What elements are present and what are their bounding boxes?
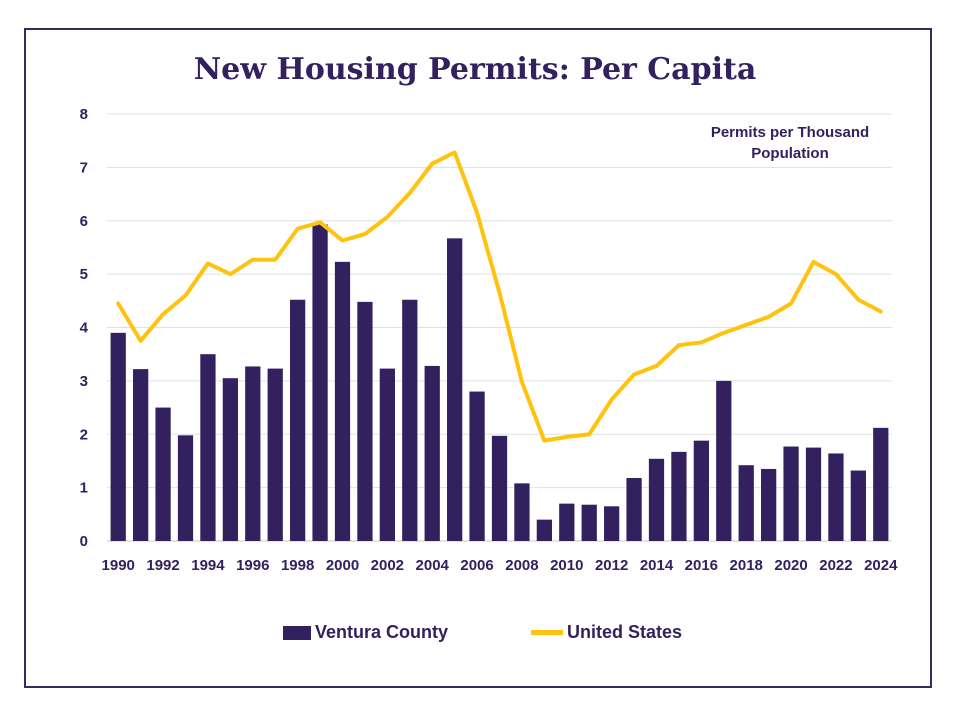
bar-ventura-1998 — [290, 299, 306, 541]
bar-ventura-2024 — [873, 427, 889, 541]
chart-annotation: Permits per Thousand Population — [710, 124, 870, 162]
legend: Ventura County United States — [0, 622, 960, 646]
bar-ventura-2004 — [424, 365, 440, 541]
y-tick-label: 8 — [80, 106, 88, 123]
chart-title: New Housing Permits: Per Capita — [193, 52, 757, 87]
bar-ventura-2000 — [334, 261, 351, 541]
bar-ventura-1994 — [200, 354, 216, 541]
x-tick-label: 2008 — [505, 557, 538, 574]
united-states-line-group — [116, 150, 883, 443]
bar-ventura-2005 — [447, 238, 463, 541]
x-tick-label: 1990 — [102, 557, 135, 574]
y-axis: 0 1 2 3 4 5 6 7 8 — [80, 106, 89, 550]
united-states-line — [116, 150, 883, 443]
bar-ventura-2019 — [761, 468, 777, 541]
x-tick-label: 2014 — [640, 557, 674, 574]
x-tick-label: 2006 — [460, 557, 493, 574]
legend-label-united-states: United States — [567, 622, 683, 642]
bar-ventura-2015 — [671, 451, 687, 541]
x-tick-label: 2018 — [730, 557, 763, 574]
y-tick-label: 5 — [80, 266, 88, 283]
bar-ventura-2013 — [626, 478, 642, 541]
y-tick-label: 4 — [80, 320, 89, 337]
y-tick-label: 3 — [80, 373, 88, 390]
legend-item-united-states: United States — [531, 622, 682, 643]
x-tick-label: 1994 — [191, 557, 225, 574]
bar-ventura-2006 — [469, 391, 485, 541]
bar-ventura-2020 — [783, 446, 799, 541]
y-tick-label: 7 — [80, 159, 88, 176]
legend-item-ventura: Ventura County — [283, 622, 448, 643]
bar-ventura-1991 — [133, 369, 149, 541]
x-tick-label: 2020 — [774, 557, 807, 574]
bar-ventura-1993 — [177, 435, 194, 541]
bar-ventura-2008 — [514, 483, 530, 541]
y-tick-label: 1 — [80, 480, 88, 497]
bar-ventura-2003 — [402, 299, 418, 541]
y-tick-label: 0 — [80, 533, 88, 550]
bar-ventura-1999 — [312, 224, 328, 541]
bar-ventura-2002 — [379, 368, 395, 541]
x-tick-label: 2002 — [371, 557, 404, 574]
ventura-county-bars — [110, 224, 889, 541]
x-tick-label: 2000 — [326, 557, 359, 574]
x-tick-label: 2004 — [416, 557, 450, 574]
bar-ventura-2007 — [491, 435, 508, 541]
chart-frame — [24, 28, 932, 688]
x-tick-label: 2016 — [685, 557, 718, 574]
bar-ventura-2016 — [693, 440, 709, 541]
x-tick-label: 2022 — [819, 557, 852, 574]
x-axis: 1990 1992 1994 1996 1998 2000 2002 2004 2006 2008… — [102, 557, 899, 574]
bar-ventura-2014 — [648, 458, 665, 541]
bar-ventura-2021 — [805, 447, 822, 541]
bar-ventura-2012 — [604, 506, 620, 541]
bar-ventura-2009 — [536, 519, 552, 541]
bar-ventura-2022 — [828, 453, 844, 541]
legend-label-ventura: Ventura County — [315, 622, 449, 642]
x-tick-label: 2010 — [550, 557, 583, 574]
y-tick-label: 6 — [80, 213, 88, 230]
x-tick-label: 1996 — [236, 557, 269, 574]
bar-ventura-1990 — [110, 332, 126, 541]
legend-swatch-ventura — [283, 625, 311, 640]
x-tick-label: 1992 — [146, 557, 179, 574]
bar-ventura-2023 — [850, 470, 866, 541]
bar-ventura-1996 — [245, 366, 261, 541]
bar-ventura-1992 — [155, 407, 171, 541]
bar-ventura-1995 — [222, 378, 238, 541]
bar-ventura-2001 — [357, 301, 373, 541]
y-tick-label: 2 — [80, 426, 88, 443]
bar-ventura-1997 — [267, 368, 283, 541]
x-tick-label: 1998 — [281, 557, 314, 574]
bar-ventura-2010 — [559, 503, 575, 541]
x-tick-label: 2012 — [595, 557, 628, 574]
x-tick-label: 2024 — [864, 557, 898, 574]
bar-ventura-2017 — [716, 380, 732, 541]
bar-ventura-2011 — [581, 504, 597, 541]
bar-ventura-2018 — [738, 465, 754, 541]
legend-swatch-united-states — [531, 630, 563, 635]
